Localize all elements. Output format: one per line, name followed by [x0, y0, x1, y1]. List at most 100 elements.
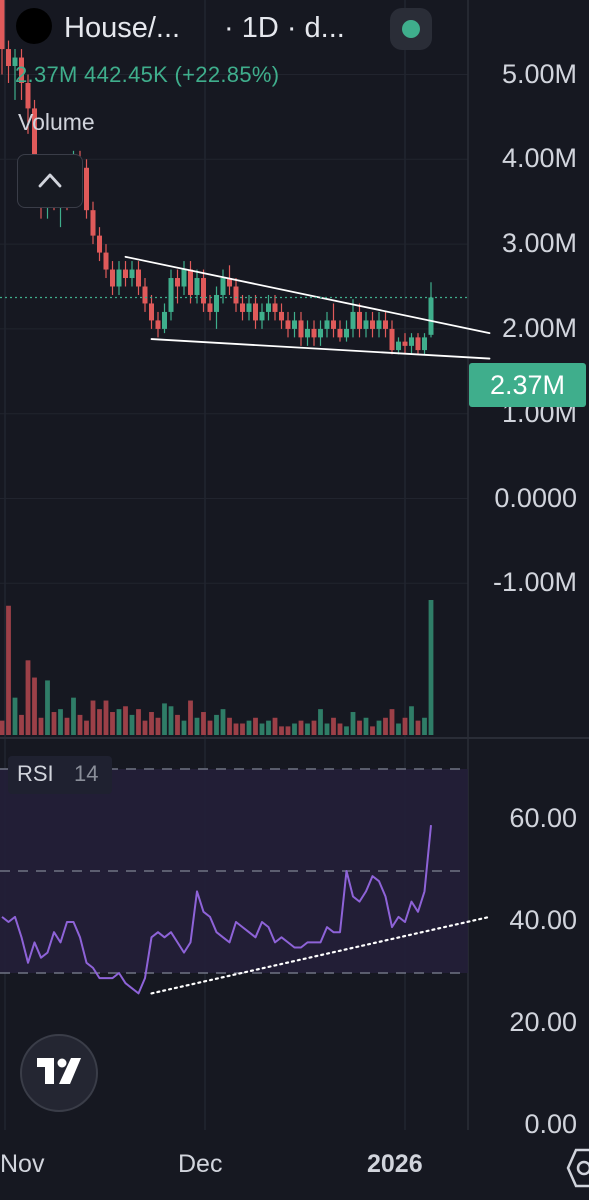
time-axis-label: Dec	[178, 1150, 223, 1178]
candle-body	[90, 210, 96, 236]
price-axis-label: 4.00M	[501, 143, 577, 174]
ohlc-readout: 2.37M 442.45K (+22.85%)	[15, 62, 280, 87]
rsi-legend[interactable]: RSI 14	[8, 756, 112, 794]
chevron-up-icon	[38, 173, 62, 188]
candle-body	[162, 311, 167, 329]
candle-body	[370, 320, 375, 329]
volume-bar	[64, 717, 70, 735]
candle-body	[376, 320, 382, 329]
falling-wedge-upper[interactable]	[124, 255, 491, 335]
price-axis-label: -1.00M	[492, 567, 577, 598]
tradingview-logo[interactable]	[20, 1034, 98, 1112]
volume-bar	[428, 600, 434, 735]
candle-body	[19, 57, 24, 83]
volume-bar	[279, 726, 284, 735]
price-axis-label: 6.00M	[502, 0, 577, 5]
candle-body	[110, 269, 115, 287]
symbol-logo[interactable]	[16, 8, 52, 44]
price-axis-label: 0.0000	[494, 482, 577, 513]
volume-bar	[370, 726, 375, 735]
market-status-button[interactable]	[390, 8, 432, 50]
candle-body	[285, 320, 291, 329]
rsi-name: RSI	[17, 761, 54, 786]
rsi-axis-label: 40.00	[509, 905, 577, 935]
candle-body	[25, 82, 31, 109]
volume-bar	[389, 709, 395, 735]
falling-wedge-lower[interactable]	[150, 338, 491, 360]
rsi-line	[1, 825, 432, 995]
candle-body	[0, 0, 5, 50]
candle-body	[12, 57, 18, 67]
rsi-axis-label: 0.00	[524, 1109, 577, 1139]
volume-bar	[38, 717, 44, 735]
volume-bar	[266, 720, 271, 735]
candle-body	[32, 108, 37, 177]
candle-body	[344, 328, 349, 338]
volume-bar	[376, 720, 382, 735]
rsi-support-dotted[interactable]	[150, 915, 491, 995]
volume-bar	[285, 726, 291, 735]
volume-bar	[6, 605, 11, 735]
trendline-drawings[interactable]	[124, 255, 491, 995]
candle-body	[389, 328, 395, 351]
candle-body	[311, 328, 317, 338]
volume-bar	[110, 712, 115, 735]
candle-body	[318, 328, 323, 338]
volume-bar	[201, 712, 206, 735]
candle-body	[266, 303, 271, 312]
volume-bar	[318, 709, 323, 735]
candle-body	[149, 303, 154, 321]
volume-bar	[324, 723, 330, 735]
volume-bar	[415, 720, 421, 735]
volume-bar	[331, 717, 336, 735]
volume-bar	[188, 700, 193, 735]
candle-body	[188, 269, 193, 295]
volume-bar	[344, 726, 349, 735]
volume-bar	[298, 720, 304, 735]
volume-bar	[253, 717, 258, 735]
candle-body	[246, 303, 252, 312]
interval-selector[interactable]: · 1D · d...	[224, 12, 345, 44]
candle-body	[240, 303, 245, 312]
volume-bar	[123, 706, 128, 735]
volume-bar	[181, 720, 187, 735]
current-price-tag: 2.37M	[469, 363, 586, 407]
candle-body	[324, 320, 330, 329]
candle-body	[129, 269, 135, 279]
candle-body	[337, 328, 343, 338]
volume-bar	[129, 714, 135, 735]
collapse-legend-button[interactable]	[17, 154, 83, 208]
volume-bar	[0, 720, 5, 735]
volume-bar	[19, 714, 24, 735]
header: House/... · 1D · d...	[0, 0, 589, 60]
candle-body	[123, 269, 128, 279]
candle-body	[415, 337, 421, 351]
volume-bar	[149, 712, 154, 735]
volume-bar	[305, 723, 310, 735]
volume-bar	[311, 720, 317, 735]
candle-body	[396, 341, 401, 351]
symbol-name[interactable]: House/...	[64, 12, 181, 44]
candle-body	[103, 252, 109, 270]
candle-body	[428, 297, 434, 335]
volume-bar	[84, 720, 89, 735]
candle-body	[357, 311, 362, 329]
candle-body	[194, 278, 200, 295]
volume-bar	[207, 720, 213, 735]
candle-body	[84, 167, 89, 211]
candle-body	[409, 337, 414, 346]
volume-bar	[45, 680, 50, 735]
volume-bar	[292, 723, 297, 735]
gear-icon[interactable]	[566, 1148, 589, 1188]
candle-body	[207, 303, 213, 312]
volume-bar	[422, 717, 427, 735]
volume-bar	[51, 712, 57, 735]
volume-bar	[220, 709, 226, 735]
candle-body	[116, 269, 122, 287]
volume-bar	[383, 717, 388, 735]
volume-bar	[246, 720, 252, 735]
volume-bar	[227, 717, 232, 735]
volume-legend[interactable]: Volume	[18, 109, 95, 135]
volume-bar	[136, 709, 141, 735]
